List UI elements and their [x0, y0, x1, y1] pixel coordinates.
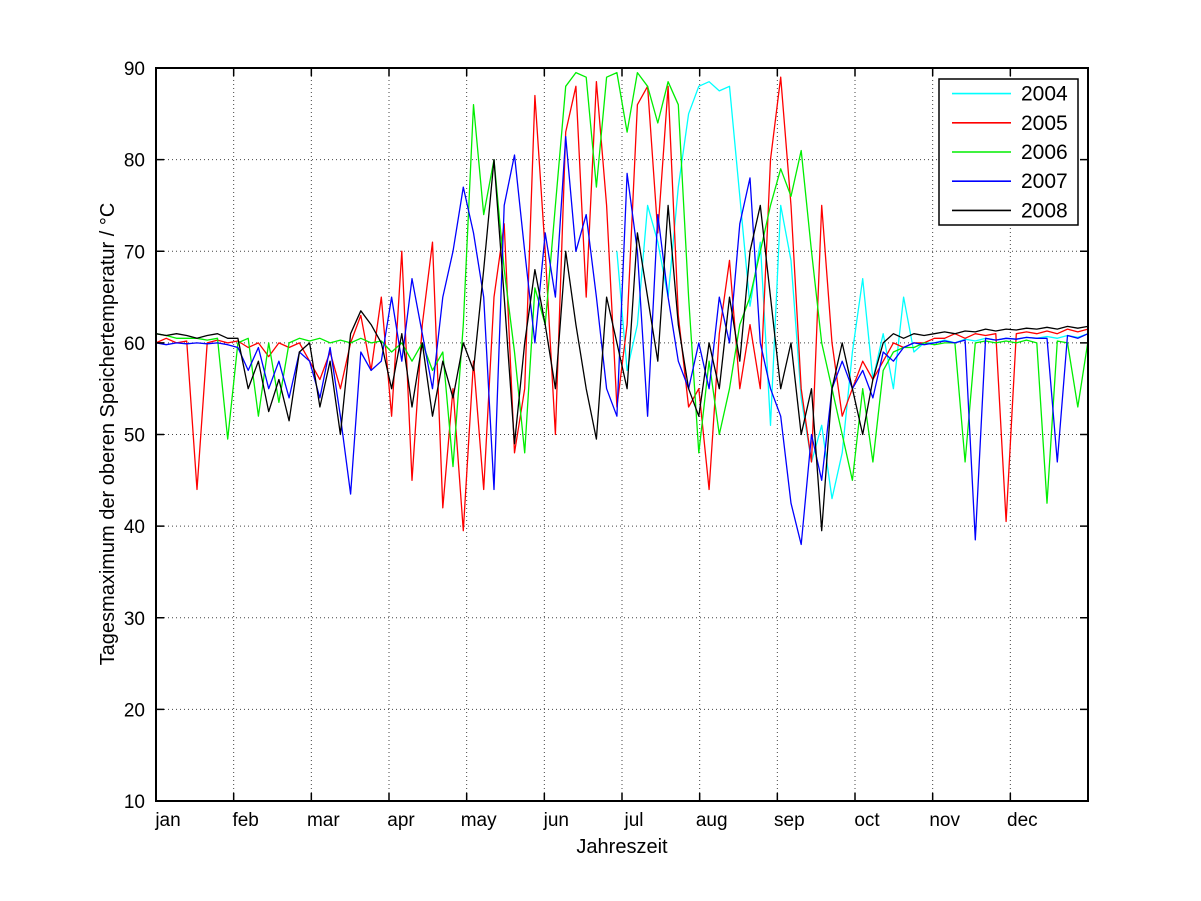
y-tick-label-80: 80	[124, 151, 145, 172]
y-tick-label-10: 10	[124, 792, 145, 813]
axis-layer	[155, 67, 1089, 802]
x-tick-label-nov: nov	[929, 810, 960, 831]
legend-label-2008: 2008	[1021, 199, 1068, 222]
x-tick-label-mar: mar	[307, 810, 340, 831]
x-tick-label-may: may	[461, 810, 497, 831]
legend-label-2006: 2006	[1021, 141, 1068, 164]
x-tick-label-feb: feb	[232, 810, 258, 831]
y-axis-label: Tagesmaximum der oberen Speichertemperat…	[97, 203, 119, 666]
series-line-2007	[156, 136, 1088, 546]
x-tick-label-sep: sep	[774, 810, 805, 831]
y-tick-label-60: 60	[124, 334, 145, 355]
y-tick-label-30: 30	[124, 609, 145, 630]
x-tick-label-jun: jun	[543, 810, 569, 831]
x-tick-label-apr: apr	[387, 810, 415, 831]
legend-label-2005: 2005	[1021, 112, 1068, 135]
x-tick-label-jul: jul	[623, 810, 643, 831]
y-tick-label-40: 40	[124, 517, 145, 538]
y-tick-label-20: 20	[124, 700, 145, 721]
x-tick-label-jan: jan	[154, 810, 180, 831]
y-tick-label-90: 90	[124, 59, 145, 80]
tick-label-layer: 10 20 30 40 50 60 70 80 90 jan feb mar apr may jun jul a…	[124, 59, 1038, 831]
x-tick-label-dec: dec	[1007, 810, 1038, 831]
x-tick-label-oct: oct	[854, 810, 880, 831]
series-line-2006	[156, 71, 1088, 504]
legend-label-2004: 2004	[1021, 83, 1068, 106]
series-line-2008	[156, 158, 1088, 532]
legend-label-2007: 2007	[1021, 170, 1068, 193]
y-tick-label-70: 70	[124, 242, 145, 263]
y-tick-label-50: 50	[124, 426, 145, 447]
x-axis-label: Jahreszeit	[576, 836, 668, 858]
legend: 2004 2005 2006 2007 2008	[938, 78, 1079, 226]
series-layer	[156, 71, 1088, 546]
x-tick-label-aug: aug	[696, 810, 728, 831]
